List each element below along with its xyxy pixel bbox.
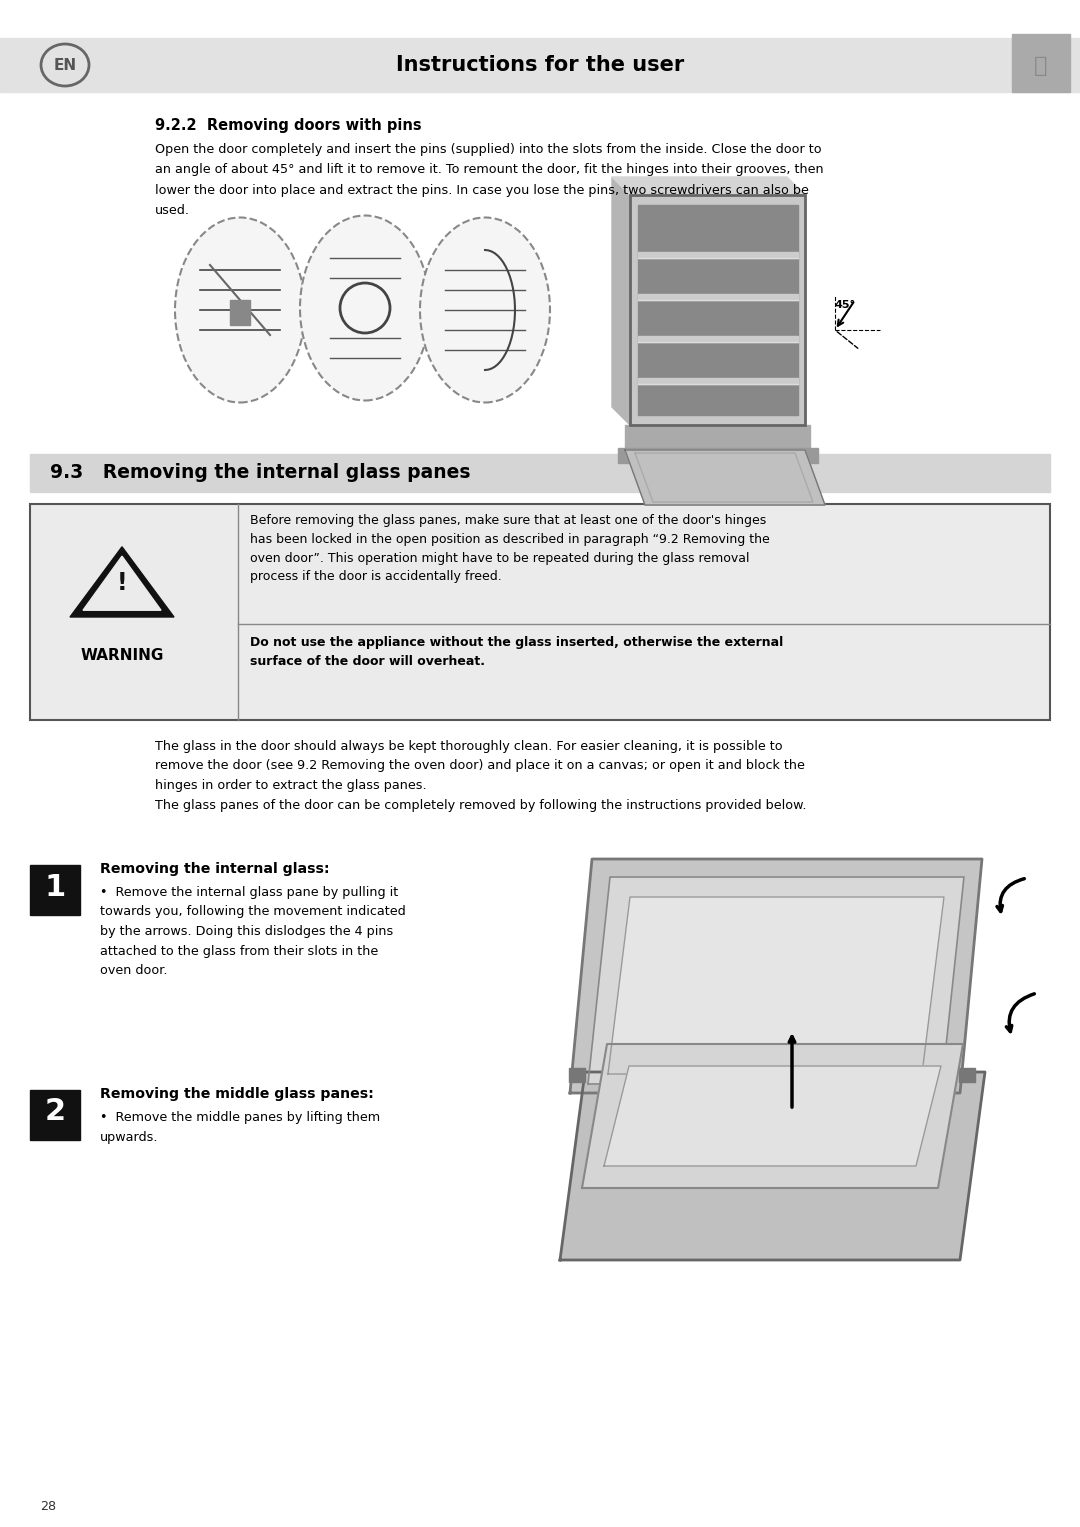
Bar — [638, 379, 798, 383]
Text: Do not use the appliance without the glass inserted, otherwise the external
surf: Do not use the appliance without the gla… — [249, 637, 783, 667]
Text: WARNING: WARNING — [80, 647, 164, 663]
Bar — [30, 1090, 80, 1141]
Bar — [0, 38, 1080, 92]
Text: Instructions for the user: Instructions for the user — [396, 55, 684, 75]
Ellipse shape — [175, 217, 305, 403]
Polygon shape — [83, 556, 161, 611]
Text: 2: 2 — [44, 1098, 66, 1127]
Polygon shape — [604, 1066, 941, 1167]
Bar — [230, 299, 249, 325]
Bar — [630, 195, 805, 425]
Polygon shape — [625, 450, 825, 505]
Ellipse shape — [300, 215, 430, 400]
Text: 🍴: 🍴 — [1035, 56, 1048, 76]
Ellipse shape — [420, 217, 550, 403]
Polygon shape — [612, 177, 805, 195]
Bar — [638, 205, 798, 415]
Text: 28: 28 — [40, 1500, 56, 1513]
Bar — [638, 295, 798, 299]
Text: Before removing the glass panes, make sure that at least one of the door's hinge: Before removing the glass panes, make su… — [249, 515, 770, 583]
Polygon shape — [570, 860, 982, 1093]
Text: 9.2.2  Removing doors with pins: 9.2.2 Removing doors with pins — [156, 118, 421, 133]
Polygon shape — [70, 547, 174, 617]
Polygon shape — [588, 876, 964, 1084]
Text: 1: 1 — [44, 872, 66, 901]
Text: •  Remove the middle panes by lifting them
upwards.: • Remove the middle panes by lifting the… — [100, 1112, 380, 1144]
Bar — [569, 1067, 585, 1083]
Polygon shape — [561, 1072, 985, 1260]
Text: Removing the middle glass panes:: Removing the middle glass panes: — [100, 1087, 374, 1101]
Polygon shape — [582, 1044, 963, 1188]
Bar — [638, 252, 798, 258]
Text: •  Remove the internal glass pane by pulling it
towards you, following the movem: • Remove the internal glass pane by pull… — [100, 886, 406, 977]
Bar — [30, 864, 80, 915]
Bar — [638, 336, 798, 342]
Bar — [30, 504, 1050, 721]
Bar — [1012, 34, 1070, 92]
Text: The glass in the door should always be kept thoroughly clean. For easier cleanin: The glass in the door should always be k… — [156, 741, 807, 811]
Text: 45°: 45° — [835, 299, 855, 310]
Text: Open the door completely and insert the pins (supplied) into the slots from the : Open the door completely and insert the … — [156, 144, 824, 217]
Text: 9.3   Removing the internal glass panes: 9.3 Removing the internal glass panes — [50, 464, 471, 483]
Polygon shape — [612, 177, 630, 425]
Bar — [30, 454, 1050, 492]
Text: Removing the internal glass:: Removing the internal glass: — [100, 863, 329, 876]
Bar — [959, 1067, 975, 1083]
Text: !: ! — [117, 571, 127, 596]
Polygon shape — [608, 896, 944, 1073]
Bar — [618, 447, 818, 463]
Text: EN: EN — [53, 58, 77, 72]
Bar — [625, 425, 810, 450]
Bar — [630, 195, 805, 425]
